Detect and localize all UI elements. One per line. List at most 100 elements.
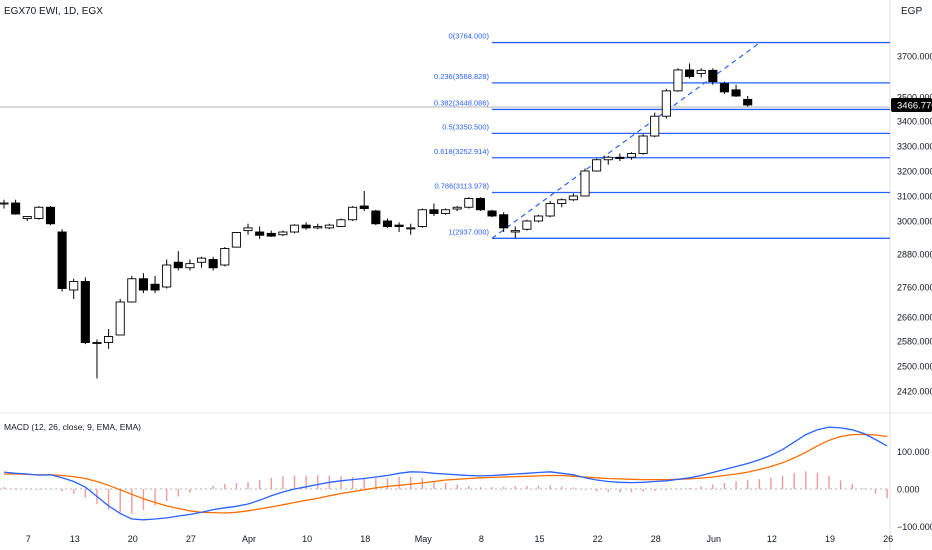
- macd-histogram-bar: [26, 488, 28, 490]
- time-tick-label: 22: [593, 534, 603, 544]
- candle: [255, 226, 265, 239]
- macd-histogram-bar: [154, 489, 156, 506]
- candle-body: [162, 264, 172, 288]
- candle: [359, 191, 369, 211]
- macd-histogram-bar: [514, 486, 516, 489]
- candle-body: [348, 206, 358, 221]
- macd-histogram-bar: [491, 487, 493, 489]
- macd-histogram-bar: [84, 489, 87, 498]
- candle-body: [313, 226, 323, 229]
- candle-body: [394, 224, 404, 227]
- macd-histogram-bar: [444, 483, 447, 489]
- macd-histogram-bar: [131, 489, 133, 514]
- fibonacci-retracement[interactable]: 0(3764.000) 0.236(3568.828) 0.382(3448.086…: [434, 32, 890, 239]
- time-tick-label: May: [415, 534, 433, 544]
- time-tick-label: 12: [767, 534, 777, 544]
- candle: [243, 223, 253, 235]
- candle-body: [464, 198, 474, 208]
- macd-histogram-bar: [119, 489, 121, 513]
- macd-histogram-bar: [305, 475, 307, 489]
- macd-tick-label: −100.000: [897, 522, 932, 532]
- macd-histogram-bar: [258, 480, 261, 489]
- candle: [475, 197, 485, 211]
- time-tick-label: 20: [128, 534, 138, 544]
- macd-histogram-bar: [851, 484, 853, 489]
- macd-histogram-bar: [282, 476, 284, 489]
- candle-body: [11, 202, 21, 215]
- candle-body: [45, 206, 56, 225]
- candle-body: [533, 215, 544, 222]
- macd-histogram-bar: [270, 477, 272, 489]
- candle: [592, 158, 602, 172]
- signal-line: [4, 433, 888, 514]
- candle: [301, 222, 311, 230]
- candle-body: [661, 90, 671, 117]
- candle-body: [208, 259, 218, 269]
- candle-body: [173, 261, 183, 269]
- fib-level-label: 0.236(3568.828): [434, 72, 490, 81]
- macd-histogram-bar: [549, 485, 551, 489]
- candle-body: [673, 69, 683, 92]
- fib-level-label: 0(3764.000): [449, 32, 490, 41]
- fib-trend-line[interactable]: [491, 42, 761, 239]
- candle-body: [138, 278, 148, 291]
- candle: [708, 68, 718, 85]
- macd-histogram-bar: [572, 487, 575, 489]
- candle-body: [359, 205, 369, 209]
- macd-histogram-bar: [781, 475, 784, 489]
- candle-body: [92, 342, 102, 345]
- price-tick-label: 2660.000: [897, 313, 932, 323]
- candle: [0, 199, 9, 209]
- macd-line: [3, 426, 888, 521]
- candle: [69, 278, 79, 299]
- macd-histogram-bar: [468, 486, 470, 489]
- candle-body: [417, 209, 427, 227]
- price-tick-label: 3700.000: [897, 52, 932, 62]
- time-tick-label: 13: [70, 534, 80, 544]
- candle-body: [429, 209, 439, 214]
- price-tick-label: 3300.000: [897, 142, 932, 152]
- candle: [429, 203, 439, 216]
- macd-histogram-bar: [526, 486, 528, 489]
- macd-histogram-bar: [142, 489, 145, 510]
- candle-body: [626, 153, 637, 158]
- macd-histogram-bar: [235, 483, 238, 489]
- candle: [510, 226, 520, 239]
- candle: [220, 247, 230, 267]
- candle: [57, 229, 67, 292]
- candle-body: [499, 214, 509, 229]
- candle-body: [289, 224, 300, 233]
- candle-body: [557, 199, 567, 204]
- macd-axis: 100.000 0.000 −100.000: [897, 447, 932, 532]
- macd-histogram-bar: [14, 488, 17, 489]
- candle: [533, 214, 544, 223]
- candle-body: [243, 227, 253, 232]
- time-tick-label: 28: [651, 534, 661, 544]
- fib-level-label: 0.786(3113.978): [435, 182, 490, 191]
- macd-histogram-bar: [874, 489, 877, 494]
- candle: [22, 216, 32, 221]
- candle: [208, 256, 218, 271]
- candle: [324, 223, 334, 230]
- macd-histogram-bar: [317, 475, 319, 489]
- macd-histogram-bar: [3, 487, 5, 489]
- macd-histogram-bar: [73, 489, 75, 494]
- macd-histogram-bar: [677, 489, 679, 490]
- time-axis: 7 13 20 27 Apr 10 18 May 8 15 22 28 Jun 12 19 26: [26, 534, 893, 544]
- macd-histogram-bar: [212, 486, 214, 489]
- candle: [452, 206, 462, 211]
- macd-histogram-bar: [224, 483, 226, 489]
- price-tick-label: 2420.000: [897, 387, 932, 397]
- candle-body: [615, 156, 625, 159]
- candle: [115, 299, 125, 336]
- fib-level-label: 0.5(3350.500): [442, 122, 489, 131]
- candles: [0, 63, 753, 379]
- macd-histogram-bar: [537, 485, 540, 489]
- candle: [557, 198, 567, 208]
- macd-histogram-bar: [502, 486, 505, 489]
- candle-body: [638, 135, 648, 154]
- candle-body: [382, 220, 393, 227]
- candle-body: [80, 281, 90, 344]
- time-tick-label: 10: [302, 534, 312, 544]
- time-tick-label: 27: [186, 534, 196, 544]
